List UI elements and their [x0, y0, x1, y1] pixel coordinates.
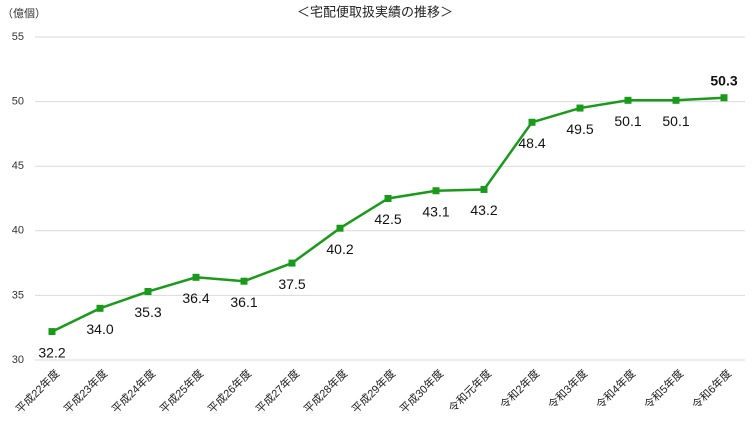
marker: [528, 118, 536, 126]
marker: [192, 273, 200, 281]
x-tick-label: 令和4年度: [593, 366, 638, 411]
data-label: 43.2: [470, 202, 497, 218]
y-tick-label: 30: [12, 354, 24, 366]
data-label: 34.0: [86, 321, 113, 337]
x-tick-label: 平成24年度: [109, 366, 159, 416]
x-tick-label: 平成27年度: [253, 366, 303, 416]
x-tick-label: 令和3年度: [545, 366, 590, 411]
y-axis-title: （億個）: [2, 7, 46, 20]
y-tick-label: 40: [12, 225, 24, 237]
chart-title: ＜宅配便取扱実績の推移＞: [297, 4, 453, 19]
data-label: 42.5: [374, 211, 401, 227]
y-tick-label: 45: [12, 160, 24, 172]
x-tick-label: 平成30年度: [397, 366, 447, 416]
data-label: 32.2: [38, 344, 65, 360]
data-label: 49.5: [566, 121, 593, 137]
marker: [576, 104, 584, 112]
marker: [96, 304, 104, 312]
x-tick-label: 令和元年度: [445, 366, 494, 415]
y-tick-label: 55: [12, 31, 24, 43]
x-tick-label: 令和2年度: [497, 366, 542, 411]
marker: [432, 187, 440, 195]
data-label: 43.1: [422, 203, 449, 219]
x-tick-label: 平成22年度: [13, 366, 63, 416]
data-label: 35.3: [134, 304, 161, 320]
marker: [384, 195, 392, 202]
marker: [336, 224, 344, 232]
data-label: 37.5: [278, 276, 305, 292]
data-label: 36.4: [182, 290, 209, 306]
data-label: 50.1: [614, 113, 641, 129]
data-label: 50.1: [662, 113, 689, 129]
x-tick-label: 平成26年度: [205, 366, 255, 416]
x-tick-label: 平成29年度: [349, 366, 399, 416]
x-tick-label: 平成25年度: [157, 366, 207, 416]
data-label: 40.2: [326, 241, 353, 257]
x-tick-label: 平成28年度: [301, 366, 351, 416]
data-label: 50.3: [710, 72, 737, 88]
marker: [672, 96, 680, 104]
y-tick-label: 50: [12, 96, 24, 108]
marker: [480, 185, 488, 193]
x-tick-label: 令和5年度: [641, 366, 686, 411]
x-tick-label: 令和6年度: [689, 366, 734, 411]
data-label: 36.1: [230, 294, 257, 310]
marker: [48, 328, 56, 336]
marker: [240, 277, 248, 285]
y-tick-label: 35: [12, 289, 24, 301]
x-tick-label: 平成23年度: [61, 366, 111, 416]
marker: [144, 288, 152, 296]
marker: [624, 96, 632, 104]
marker: [720, 94, 728, 102]
marker: [288, 259, 296, 267]
data-label: 48.4: [518, 135, 545, 151]
